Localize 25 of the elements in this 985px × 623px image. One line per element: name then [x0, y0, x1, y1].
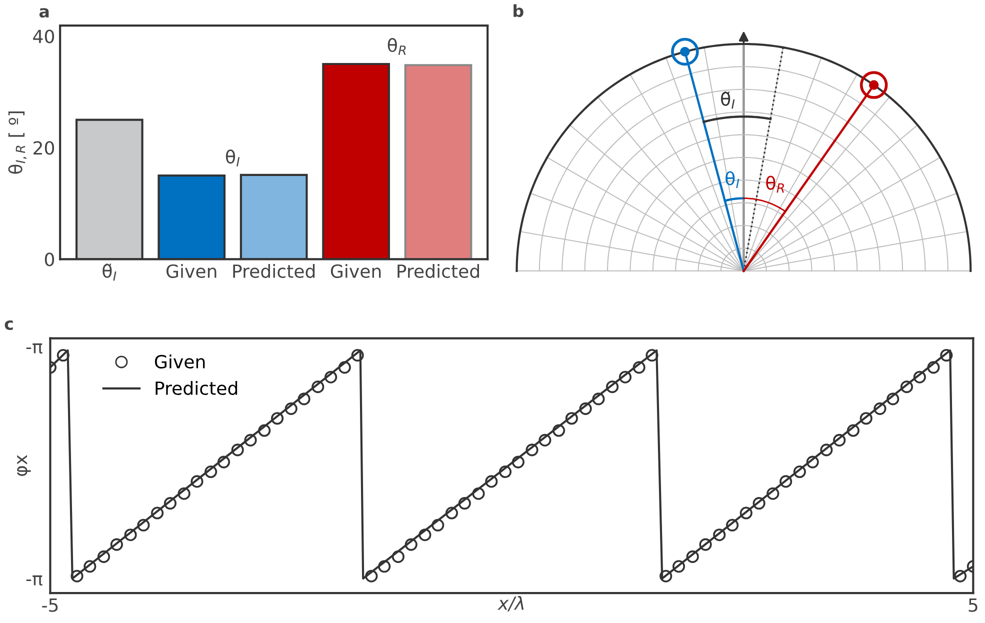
y-axis-title: θ$_{I,R}$ [ º] [8, 112, 27, 174]
text: -π [26, 575, 42, 586]
legend-label: Given [154, 354, 205, 369]
y-tick-label: 0 [44, 252, 54, 266]
text: θ$_{R}$ [766, 176, 784, 193]
x-tick-label: 5 [968, 598, 978, 612]
x-tick-label: Given [330, 264, 381, 278]
annotation: θ$_{R}$ [388, 38, 406, 55]
annotation: θ$_{I}$ [226, 150, 240, 166]
text: -π [26, 343, 42, 354]
x-axis-title: x/λ [498, 596, 524, 612]
text: b [514, 4, 524, 18]
y-tick-label: 40 [33, 30, 54, 44]
y-tick-label: 20 [34, 141, 54, 155]
chart-title: c [4, 320, 13, 330]
text: θ̃$_{I}$ [721, 92, 735, 109]
x-tick-label: Predicted [233, 264, 315, 278]
x-tick-label: Given [166, 264, 216, 278]
x-tick-label: Predicted [398, 264, 479, 278]
x-tick-label: -5 [42, 598, 58, 612]
chart-title: a [39, 8, 49, 18]
x-tick-label: θ̃$_{I}$ [102, 264, 116, 281]
legend-label: Predicted [156, 381, 238, 396]
text: θ$_{I}$ [726, 171, 740, 188]
y-axis-title: φx [17, 454, 31, 476]
